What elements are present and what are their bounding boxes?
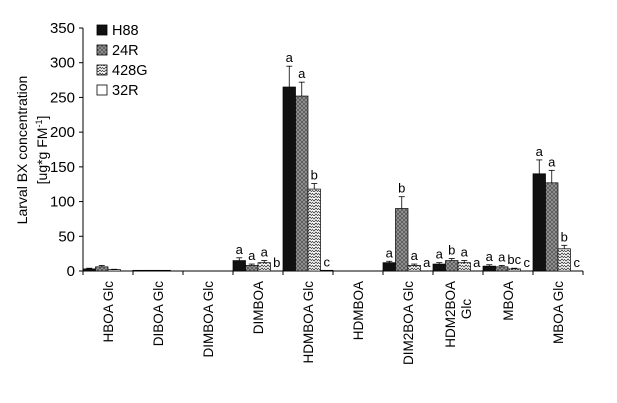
significance-label: a bbox=[473, 255, 481, 270]
significance-label: b bbox=[311, 168, 318, 183]
y-axis-label-line2: [ug*g FM-1] bbox=[34, 116, 50, 185]
y-tick-label: 50 bbox=[58, 228, 75, 245]
bar-428G-8 bbox=[507, 268, 521, 272]
x-category-label: DIMBOA bbox=[251, 281, 266, 334]
legend-swatch-428G bbox=[96, 64, 108, 76]
significance-label: a bbox=[411, 248, 419, 263]
significance-label: a bbox=[261, 245, 269, 260]
x-category-label-line: DIMBOA Glc bbox=[201, 281, 216, 358]
significance-label: a bbox=[498, 249, 506, 264]
bar-428G-0 bbox=[107, 269, 121, 272]
x-category-label: DIM2BOA Glc bbox=[401, 281, 416, 365]
legend: H88 24R 428G 32R bbox=[96, 23, 147, 99]
x-category-label-line: HDM2BOA bbox=[443, 281, 458, 348]
legend-label-428G: 428G bbox=[112, 63, 147, 79]
bar-24R-8 bbox=[495, 266, 509, 272]
bar-428G-9 bbox=[557, 248, 571, 272]
bar-428G-4 bbox=[307, 188, 321, 272]
significance-label: a bbox=[436, 247, 444, 262]
significance-label: b bbox=[561, 229, 568, 244]
y-axis-label-unit: [ug*g FM bbox=[34, 128, 50, 185]
significance-label: c bbox=[574, 255, 581, 270]
y-tick-label: 100 bbox=[50, 194, 75, 211]
y-tick-label: 350 bbox=[50, 20, 75, 37]
x-category-label: HDMBOA Glc bbox=[301, 281, 316, 364]
bar-24R-0 bbox=[95, 266, 109, 272]
y-axis-title: Larval BX concentration [ug*g FM-1] bbox=[14, 76, 50, 225]
y-axis-label-exponent: -1 bbox=[34, 120, 44, 128]
x-category-label-line: MBOA Glc bbox=[551, 281, 566, 344]
x-category-label-line: Glc bbox=[459, 299, 474, 320]
significance-label: a bbox=[236, 242, 244, 257]
bar-24R-6 bbox=[395, 208, 409, 272]
x-category-label: MBOA Glc bbox=[551, 281, 566, 344]
significance-label: a bbox=[248, 248, 256, 263]
x-category-label-line: MBOA bbox=[501, 281, 516, 321]
bar-24R-7 bbox=[445, 260, 459, 272]
x-category-label-line: HDMBOA Glc bbox=[301, 281, 316, 364]
y-tick-label: 150 bbox=[50, 159, 75, 176]
axes: 0 50 100 150 200 250 300 350 HBOA Glc DIBOA Glc DI… bbox=[50, 20, 584, 365]
significance-label: b bbox=[398, 181, 405, 196]
bar-H88-4 bbox=[282, 86, 296, 272]
bar-H88-1 bbox=[132, 269, 146, 272]
significance-label: a bbox=[536, 144, 544, 159]
significance-label: a bbox=[461, 245, 469, 260]
x-category-label-line: HBOA Glc bbox=[101, 281, 116, 343]
bar-428G-3 bbox=[257, 262, 271, 272]
y-axis-label-line1: Larval BX concentration bbox=[14, 76, 30, 225]
bar-24R-9 bbox=[545, 182, 559, 272]
significance-label: c bbox=[524, 255, 531, 270]
significance-label: a bbox=[298, 66, 306, 81]
y-tick-label: 0 bbox=[67, 263, 75, 280]
x-category-label: HDMBOA bbox=[351, 281, 366, 340]
significance-label: b bbox=[448, 243, 455, 258]
bar-H88-7 bbox=[432, 263, 446, 272]
significance-label: bc bbox=[507, 252, 521, 267]
bar-24R-3 bbox=[245, 265, 259, 272]
x-category-label: MBOA bbox=[501, 281, 516, 321]
significance-label: a bbox=[548, 154, 556, 169]
legend-swatch-32R bbox=[96, 84, 108, 96]
y-tick-label: 200 bbox=[50, 124, 75, 141]
bar-428G-6 bbox=[407, 265, 421, 272]
legend-label-24R: 24R bbox=[112, 43, 139, 59]
y-tick-label: 300 bbox=[50, 55, 75, 72]
x-category-label-line: DIBOA Glc bbox=[151, 281, 166, 347]
x-category-label-line: HDMBOA bbox=[351, 281, 366, 340]
bar-428G-1 bbox=[157, 269, 171, 272]
significance-label: c bbox=[324, 254, 331, 269]
x-category-label: DIMBOA Glc bbox=[201, 281, 216, 358]
legend-label-H88: H88 bbox=[112, 23, 139, 39]
x-category-label: HBOA Glc bbox=[101, 281, 116, 343]
significance-label: a bbox=[386, 245, 394, 260]
x-category-label-line: DIMBOA bbox=[251, 281, 266, 334]
significance-label: a bbox=[486, 249, 494, 264]
bar-32R-4 bbox=[320, 269, 334, 272]
significance-label: b bbox=[273, 255, 280, 270]
legend-swatch-H88 bbox=[96, 24, 108, 36]
bar-H88-6 bbox=[382, 262, 396, 272]
y-axis-label-close: ] bbox=[34, 116, 50, 120]
bar-H88-3 bbox=[232, 260, 246, 272]
significance-label: a bbox=[423, 255, 431, 270]
x-category-label-line: DIM2BOA Glc bbox=[401, 281, 416, 365]
x-category-label: HDM2BOAGlc bbox=[443, 281, 474, 348]
bar-428G-7 bbox=[457, 262, 471, 272]
bar-H88-9 bbox=[532, 173, 546, 272]
bar-24R-4 bbox=[295, 95, 309, 272]
bar-H88-0 bbox=[82, 268, 96, 272]
y-tick-label: 250 bbox=[50, 89, 75, 106]
bar-H88-8 bbox=[482, 265, 496, 272]
bar-24R-1 bbox=[145, 269, 159, 272]
legend-swatch-24R bbox=[96, 44, 108, 56]
x-category-label: DIBOA Glc bbox=[151, 281, 166, 347]
legend-label-32R: 32R bbox=[112, 83, 139, 99]
significance-label: a bbox=[286, 50, 294, 65]
